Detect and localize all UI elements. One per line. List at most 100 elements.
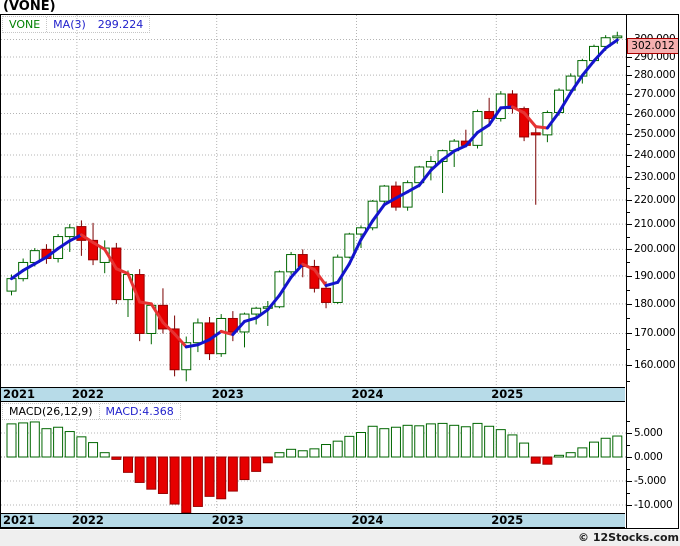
macd-tick-label: 0.000: [634, 451, 663, 463]
price-tick-label: 250.000: [634, 127, 676, 140]
macd-bar: [123, 456, 133, 473]
macd-bar: [356, 432, 366, 458]
macd-bar: [600, 437, 611, 458]
macd-bar: [204, 456, 215, 497]
year-label: 2022: [71, 387, 104, 401]
axis-tick: [627, 104, 630, 105]
axis-tick: [627, 134, 632, 135]
candle: [181, 336, 192, 382]
macd-bar: [379, 428, 390, 458]
macd-bar: [449, 424, 460, 458]
candle: [239, 312, 250, 348]
macd-bar: [41, 428, 52, 458]
axis-tick: [627, 457, 632, 458]
legend-symbol: VONE: [3, 17, 48, 32]
y-axis-line: [626, 15, 627, 529]
candle: [134, 269, 145, 342]
price-gridlines: [1, 15, 626, 387]
axis-tick: [627, 177, 632, 178]
macd-bar: [332, 440, 343, 458]
macd-bar: [367, 425, 378, 458]
macd-bar: [519, 442, 530, 458]
axis-tick: [627, 262, 630, 263]
year-label: 2023: [211, 513, 244, 527]
price-tick-label: 200.000: [634, 243, 676, 256]
macd-bar: [472, 422, 483, 458]
axis-tick: [627, 224, 632, 225]
macd-bar: [227, 456, 238, 492]
macd-bar: [402, 424, 413, 458]
axis-tick: [627, 84, 630, 85]
macd-bar: [495, 429, 506, 458]
axis-tick: [627, 166, 630, 167]
macd-bar: [181, 456, 192, 513]
macd-bar: [169, 456, 180, 505]
macd-bar: [297, 450, 308, 458]
axis-tick: [627, 94, 632, 95]
macd-bar: [309, 448, 320, 458]
legend-ma-value: 299.224: [97, 18, 144, 31]
year-label: 2024: [351, 513, 384, 527]
last-price-badge: 302.012: [627, 37, 679, 54]
macd-bar: [565, 452, 576, 458]
year-label: 2022: [71, 513, 104, 527]
candle: [344, 232, 355, 259]
macd-bar: [134, 456, 145, 483]
macd-bar: [542, 456, 553, 465]
macd-bar: [76, 436, 87, 458]
axis-tick: [627, 276, 632, 277]
axis-tick: [627, 75, 632, 76]
axis-tick: [627, 124, 630, 125]
axis-tick: [627, 212, 630, 213]
macd-bar: [612, 435, 623, 458]
axis-tick: [627, 304, 632, 305]
price-tick-label: 180.000: [634, 297, 676, 310]
macd-bar: [6, 423, 17, 458]
axis-tick: [627, 249, 632, 250]
axis-tick: [627, 445, 630, 446]
price-tick-label: 190.000: [634, 269, 676, 282]
axis-tick: [627, 290, 630, 291]
macd-legend-row: MACD(26,12,9) MACD:4.368: [2, 403, 181, 420]
macd-bar: [157, 456, 168, 494]
macd-bar: [53, 426, 64, 458]
macd-params-label: MACD(26,12,9): [3, 404, 100, 419]
candle: [379, 184, 390, 204]
candle: [227, 311, 238, 342]
year-label: 2025: [491, 513, 524, 527]
macd-bar: [99, 452, 110, 458]
axis-tick: [627, 333, 632, 334]
macd-bar: [554, 454, 565, 458]
price-tick-label: 290.000: [634, 51, 676, 63]
macd-bar: [577, 447, 588, 458]
macd-bar: [111, 456, 122, 460]
watermark: © 12Stocks.com: [578, 531, 679, 544]
axis-tick: [627, 188, 630, 189]
macd-bar: [192, 456, 203, 507]
price-legend-row: VONE MA(3) 299.224: [2, 16, 151, 33]
price-tick-label: 280.000: [634, 69, 676, 82]
x-axis-band-top: 2021 2022 2023 2024 2025: [1, 387, 625, 402]
macd-bar: [460, 426, 471, 458]
price-tick-label: 230.000: [634, 170, 676, 183]
year-label: 2023: [211, 387, 244, 401]
axis-tick: [627, 318, 630, 319]
axis-tick: [627, 144, 630, 145]
macd-value-label: MACD:4.368: [105, 405, 174, 418]
axis-tick: [627, 349, 630, 350]
macd-chart: [1, 402, 626, 513]
axis-tick: [627, 365, 632, 366]
year-label: 2021: [3, 387, 36, 401]
year-label: 2024: [351, 387, 384, 401]
macd-bar: [425, 423, 436, 458]
axis-tick: [627, 493, 630, 494]
macd-bar: [239, 456, 250, 481]
price-axis: 302.012 300.000290.000280.000270.000260.…: [627, 15, 680, 529]
price-tick-label: 270.000: [634, 87, 676, 100]
axis-tick: [627, 200, 632, 201]
axis-tick: [627, 237, 630, 238]
axis-tick: [627, 66, 630, 67]
macd-bar: [88, 442, 99, 458]
macd-bar: [64, 431, 75, 458]
